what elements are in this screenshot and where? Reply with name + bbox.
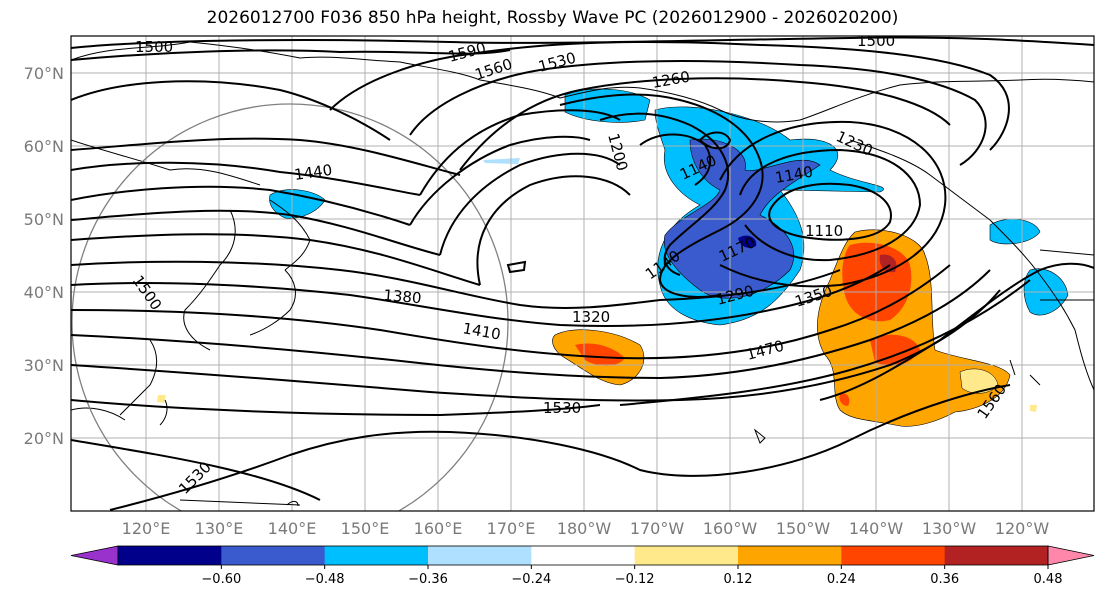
colorbar: −0.60 −0.48 −0.36 −0.24 −0.12 0.12 0.24 0.36 0.4… (70, 545, 1095, 587)
lon-label: 120°W (995, 519, 1050, 538)
latitude-labels: 70°N 60°N 50°N 40°N 30°N 20°N (24, 64, 64, 448)
range-ring (71, 103, 509, 511)
colorbar-tick-label: −0.24 (511, 572, 551, 587)
lat-label: 30°N (24, 356, 64, 375)
lon-label: 130°E (195, 519, 244, 538)
lon-label: 160°E (414, 519, 463, 538)
contour-label: 1500 (135, 38, 173, 56)
lon-label: 150°W (776, 519, 831, 538)
colorbar-tick-label: 0.12 (724, 572, 753, 587)
lon-label: 150°E (341, 519, 390, 538)
lon-label: 130°W (922, 519, 977, 538)
colorbar-segment (428, 546, 532, 565)
lon-label: 140°W (849, 519, 904, 538)
colorbar-tick-label: −0.60 (201, 572, 241, 587)
colorbar-extend-min (70, 545, 119, 566)
graticule (71, 36, 1094, 511)
contour-label: 1320 (572, 308, 610, 326)
longitude-labels: 120°E 130°E 140°E 150°E 160°E 170°E 180°… (122, 519, 1050, 538)
lat-label: 20°N (24, 429, 64, 448)
colorbar-segment (841, 546, 946, 565)
chart-title: 2026012700 F036 850 hPa height, Rossby W… (206, 8, 899, 28)
lon-label: 170°W (630, 519, 685, 538)
colorbar-segment (944, 546, 1049, 565)
lon-label: 160°W (703, 519, 758, 538)
colorbar-tick-label: −0.36 (408, 572, 448, 587)
colorbar-tick-label: −0.48 (305, 572, 345, 587)
colorbar-extend-max (1047, 545, 1095, 566)
lon-label: 170°E (487, 519, 536, 538)
lat-label: 40°N (24, 283, 64, 302)
lat-label: 70°N (24, 64, 64, 83)
lat-label: 60°N (24, 137, 64, 156)
colorbar-segment (634, 546, 739, 565)
contour-label: 1110 (805, 222, 843, 240)
colorbar-segment (118, 546, 222, 565)
lon-label: 180°W (557, 519, 612, 538)
lon-label: 140°E (268, 519, 317, 538)
contour-label: 1530 (543, 399, 581, 417)
colorbar-tick-label: −0.12 (615, 572, 655, 587)
lon-label: 120°E (122, 519, 171, 538)
colorbar-segment (324, 546, 429, 565)
lat-label: 50°N (24, 210, 64, 229)
colorbar-segment (738, 546, 842, 565)
contour-label: 1380 (383, 286, 423, 307)
colorbar-segment (221, 546, 326, 565)
colorbar-tick-label: 0.48 (1034, 572, 1063, 587)
map-frame (70, 35, 1095, 512)
colorbar-outline (117, 545, 1049, 566)
height-contours (71, 36, 1094, 511)
contour-label: 1500 (857, 32, 895, 50)
contour-label: 1440 (293, 161, 333, 184)
colorbar-segment (531, 546, 636, 565)
coastlines (71, 41, 1094, 507)
colorbar-tick-label: 0.24 (827, 572, 856, 587)
colorbar-tick-label: 0.36 (930, 572, 959, 587)
